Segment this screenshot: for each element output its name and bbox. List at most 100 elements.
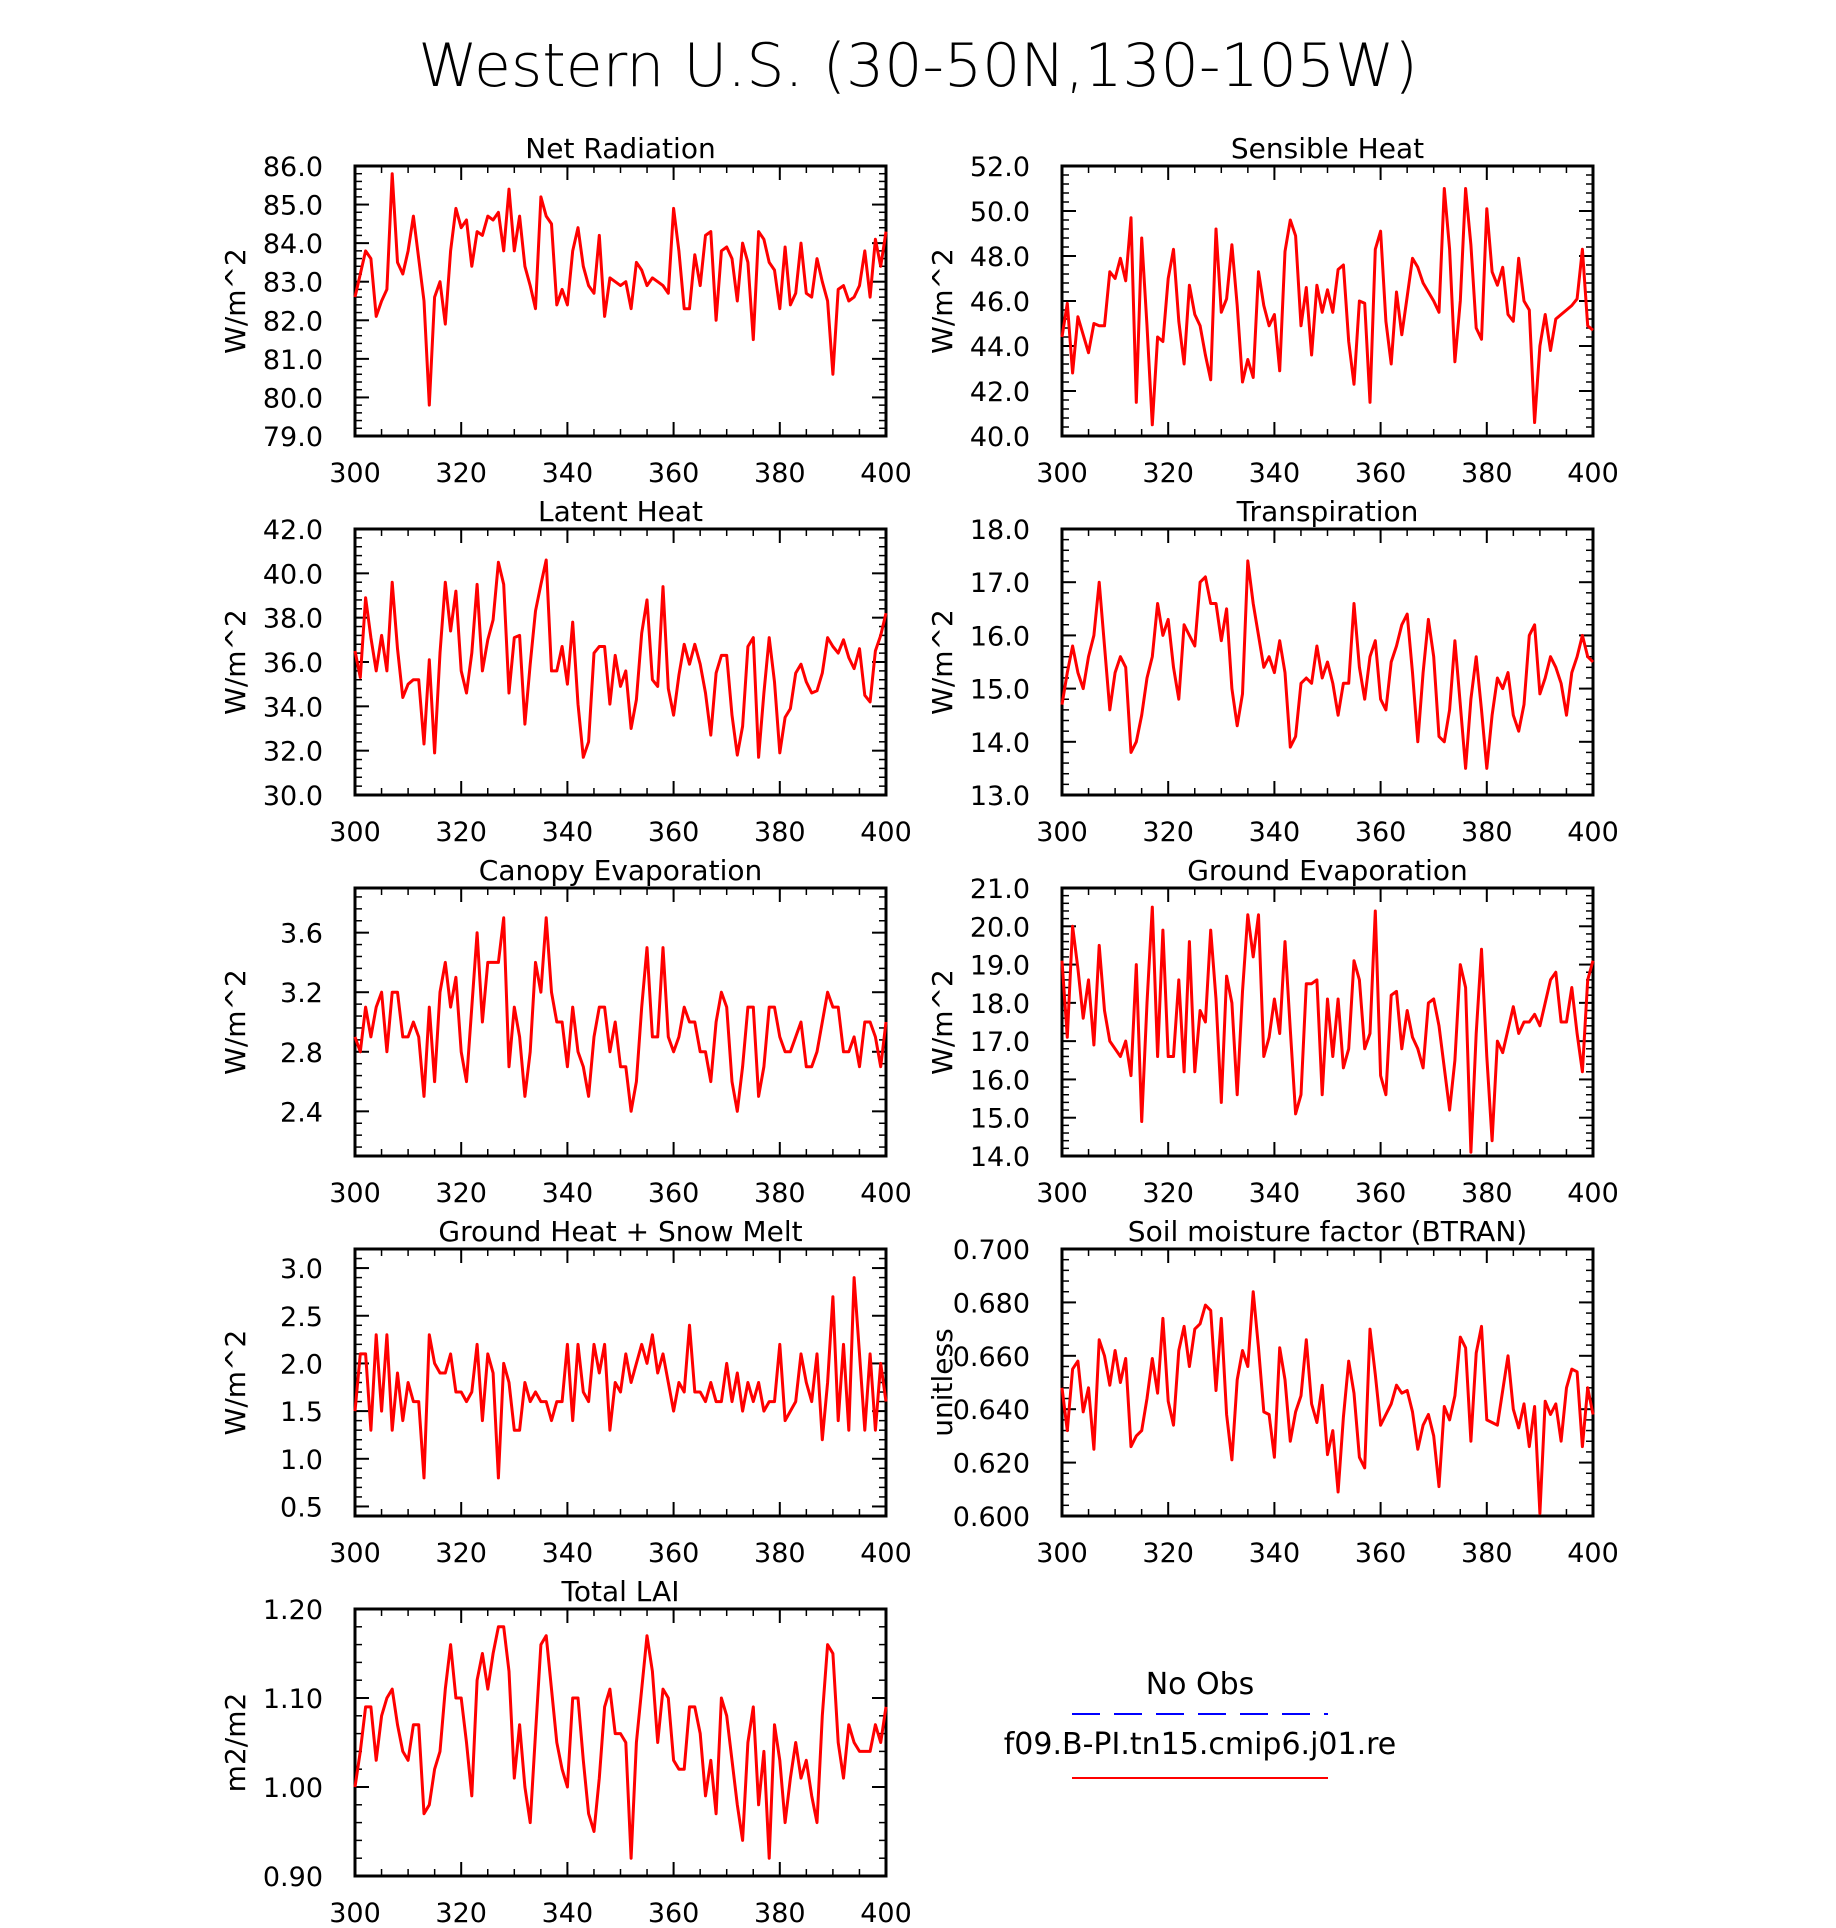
x-tick-label: 360 (1355, 1178, 1407, 1209)
x-tick-label: 400 (860, 1538, 912, 1569)
y-tick-label: 0.640 (953, 1395, 1030, 1426)
x-tick-label: 360 (1355, 817, 1407, 848)
x-tick-label: 320 (435, 1178, 487, 1209)
y-tick-label: 3.6 (280, 919, 323, 950)
y-tick-label: 36.0 (263, 648, 323, 679)
x-tick-label: 340 (1249, 458, 1301, 489)
legend-model-label: f09.B-PI.tn15.cmip6.j01.re (1004, 1727, 1397, 1762)
y-tick-label: 0.680 (953, 1288, 1030, 1319)
y-tick-label: 19.0 (970, 951, 1030, 982)
y-axis-label: W/m^2 (219, 969, 252, 1075)
x-tick-label: 320 (1142, 817, 1194, 848)
y-tick-label: 82.0 (263, 306, 323, 337)
y-tick-label: 0.660 (953, 1342, 1030, 1373)
y-tick-label: 2.8 (280, 1038, 323, 1069)
panel-title: Ground Evaporation (1187, 854, 1468, 887)
panel-title: Total LAI (561, 1575, 680, 1608)
y-tick-label: 85.0 (263, 191, 323, 222)
y-tick-label: 32.0 (263, 737, 323, 768)
x-tick-label: 360 (648, 1538, 700, 1569)
chart-panel: Ground Evaporation W/m^2 300 320 340 360 380 40… (926, 854, 1619, 1209)
x-tick-label: 320 (435, 817, 487, 848)
x-tick-label: 380 (754, 1178, 806, 1209)
x-tick-label: 340 (542, 1178, 594, 1209)
panel-title: Net Radiation (525, 132, 715, 165)
x-tick-label: 320 (1142, 1178, 1194, 1209)
chart-panel: Ground Heat + Snow Melt W/m^2 300 320 340 360… (219, 1215, 912, 1569)
y-axis-label: unitless (926, 1328, 959, 1436)
x-tick-label: 360 (648, 817, 700, 848)
chart-panel: Net Radiation W/m^2 300 320 340 360 380 400 79.0… (219, 132, 912, 489)
y-tick-label: 13.0 (970, 781, 1030, 812)
y-tick-label: 15.0 (970, 1104, 1030, 1135)
x-tick-label: 340 (542, 458, 594, 489)
y-tick-label: 14.0 (970, 728, 1030, 759)
x-tick-label: 320 (435, 1898, 487, 1928)
y-tick-label: 83.0 (263, 268, 323, 299)
y-tick-label: 1.20 (263, 1595, 323, 1626)
panel-title: Ground Heat + Snow Melt (438, 1215, 802, 1248)
x-tick-label: 320 (435, 458, 487, 489)
y-tick-label: 0.700 (953, 1235, 1030, 1266)
y-tick-label: 38.0 (263, 604, 323, 635)
x-tick-label: 400 (1567, 458, 1619, 489)
y-tick-label: 46.0 (970, 287, 1030, 318)
y-tick-label: 52.0 (970, 152, 1030, 183)
y-tick-label: 1.0 (280, 1445, 323, 1476)
y-tick-label: 17.0 (970, 568, 1030, 599)
y-tick-label: 40.0 (263, 559, 323, 590)
y-tick-label: 3.0 (280, 1254, 323, 1285)
y-tick-label: 16.0 (970, 621, 1030, 652)
y-tick-label: 86.0 (263, 152, 323, 183)
panel-title: Sensible Heat (1231, 132, 1424, 165)
chart-panel: Canopy Evaporation W/m^2 300 320 340 360 380 40… (219, 854, 912, 1209)
y-tick-label: 0.620 (953, 1449, 1030, 1480)
x-tick-label: 340 (542, 1538, 594, 1569)
y-axis-label: W/m^2 (926, 609, 959, 715)
y-tick-label: 40.0 (970, 422, 1030, 453)
y-tick-label: 80.0 (263, 383, 323, 414)
plot-frame (353, 886, 888, 1158)
x-tick-label: 400 (860, 1178, 912, 1209)
x-tick-label: 400 (1567, 1178, 1619, 1209)
y-tick-label: 14.0 (970, 1142, 1030, 1173)
y-tick-label: 0.600 (953, 1502, 1030, 1533)
y-axis-label: m2/m2 (219, 1693, 252, 1793)
panel-title: Latent Heat (538, 495, 703, 528)
panel-title: Transpiration (1236, 495, 1419, 528)
y-axis-label: W/m^2 (926, 248, 959, 354)
x-tick-label: 380 (1461, 1538, 1513, 1569)
x-tick-label: 300 (1036, 1538, 1088, 1569)
y-tick-label: 16.0 (970, 1065, 1030, 1096)
x-tick-label: 360 (648, 1898, 700, 1928)
x-tick-label: 380 (754, 817, 806, 848)
x-tick-label: 300 (329, 817, 381, 848)
y-axis-label: W/m^2 (219, 1330, 252, 1436)
x-tick-label: 380 (754, 458, 806, 489)
y-tick-label: 1.10 (263, 1684, 323, 1715)
x-tick-label: 300 (329, 1178, 381, 1209)
y-tick-label: 21.0 (970, 874, 1030, 905)
x-tick-label: 340 (542, 817, 594, 848)
x-tick-label: 300 (1036, 817, 1088, 848)
series-line (353, 1625, 888, 1860)
y-tick-label: 42.0 (263, 515, 323, 546)
x-tick-label: 380 (1461, 1178, 1513, 1209)
y-tick-label: 2.5 (280, 1302, 323, 1333)
series-line (1060, 559, 1595, 770)
y-tick-label: 0.90 (263, 1862, 323, 1893)
y-tick-label: 2.4 (280, 1097, 323, 1128)
x-tick-label: 400 (1567, 1538, 1619, 1569)
x-tick-label: 320 (1142, 458, 1194, 489)
y-tick-label: 48.0 (970, 242, 1030, 273)
plot-frame (353, 1607, 888, 1878)
y-tick-label: 50.0 (970, 197, 1030, 228)
plot-frame (1060, 1247, 1595, 1518)
x-tick-label: 400 (860, 458, 912, 489)
y-tick-label: 15.0 (970, 675, 1030, 706)
legend: No Obs f09.B-PI.tn15.cmip6.j01.re (1004, 1667, 1397, 1779)
chart-panel: Transpiration W/m^2 300 320 340 360 380 400 13.0… (926, 495, 1619, 848)
x-tick-label: 360 (1355, 1538, 1407, 1569)
y-tick-label: 84.0 (263, 229, 323, 260)
